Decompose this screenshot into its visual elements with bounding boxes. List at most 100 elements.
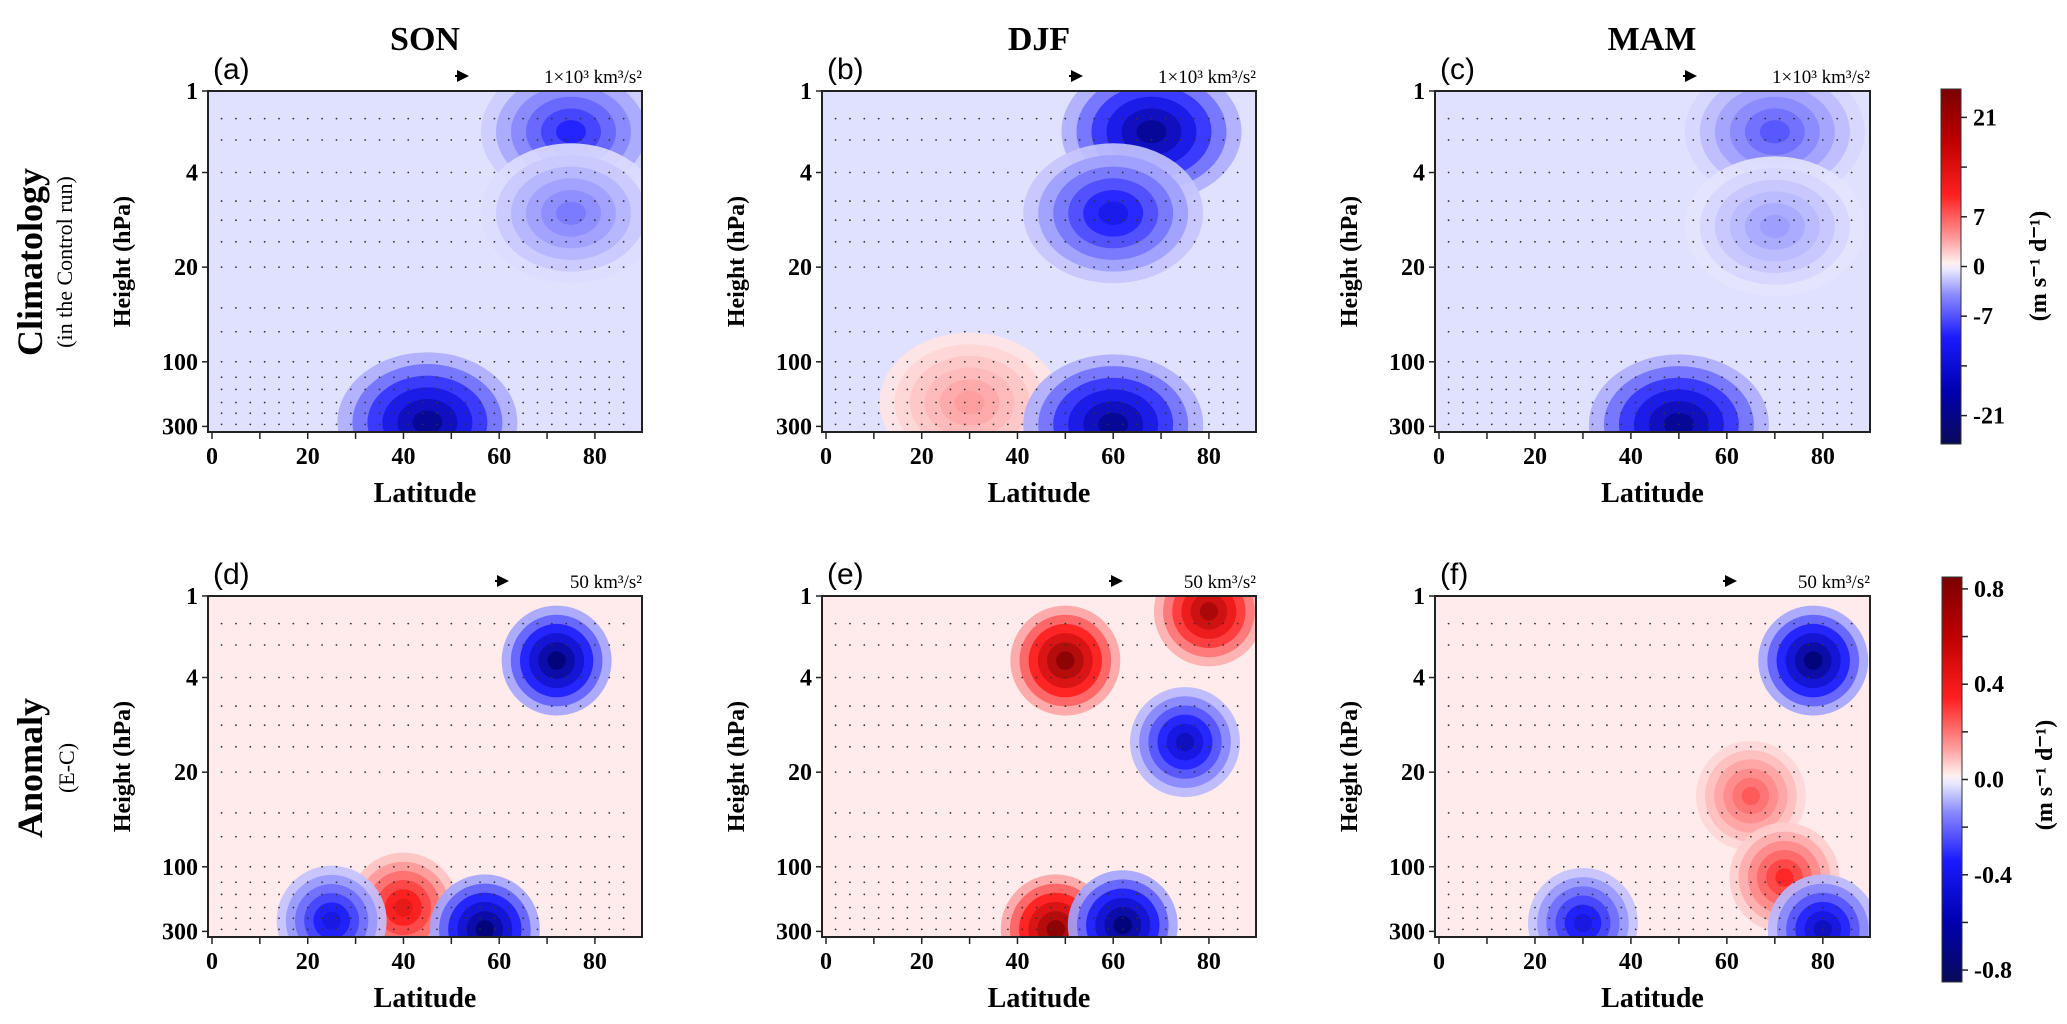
vector-dot: [1836, 423, 1839, 426]
vector-dot: [1706, 401, 1709, 404]
vector-dot: [1577, 835, 1580, 838]
vector-dot: [1721, 388, 1723, 391]
vector-dot: [1793, 881, 1795, 884]
vector-dot: [1078, 906, 1081, 909]
vector-dot: [378, 917, 381, 920]
vector-dot: [1107, 266, 1110, 269]
vector-dot: [1749, 423, 1752, 426]
vector-dot: [1519, 117, 1522, 120]
vector-dot: [906, 330, 909, 333]
vector-dot: [436, 812, 438, 814]
vector-dot: [1649, 219, 1652, 222]
vector-dot: [1164, 376, 1167, 379]
vector-dot: [507, 622, 510, 625]
vector-dot: [278, 865, 280, 868]
vector-dot: [949, 705, 952, 707]
vector-dot: [579, 307, 582, 309]
vector-dot: [378, 812, 381, 814]
vector-dot: [306, 117, 309, 120]
vector-dot: [849, 412, 851, 415]
vector-dot: [1634, 266, 1637, 269]
vector-dot: [364, 865, 367, 868]
vector-dot: [1121, 388, 1124, 391]
vector-dot: [1164, 745, 1167, 748]
vector-dot: [877, 117, 880, 120]
vector-dot: [622, 240, 625, 243]
vector-dot: [450, 330, 453, 333]
vector-dot: [364, 917, 367, 920]
vector-dot: [1447, 360, 1450, 363]
vector-dot: [1121, 917, 1124, 920]
vector-dot: [1078, 812, 1081, 814]
vector-dot: [920, 376, 923, 379]
vector-dot: [920, 644, 923, 646]
vector-dot: [1121, 835, 1124, 838]
vector-dot: [1150, 893, 1153, 896]
vector-dot: [1821, 835, 1824, 838]
vector-dot: [321, 376, 323, 379]
vector-dot: [920, 240, 923, 243]
vector-dot: [507, 928, 510, 931]
x-tick-label: 60: [487, 444, 511, 470]
vector-dot: [378, 388, 381, 391]
vector-dot: [1749, 200, 1752, 202]
x-tick-label: 20: [910, 444, 934, 470]
vector-dot: [436, 376, 438, 379]
vector-dot: [1021, 812, 1024, 814]
vector-dot: [949, 771, 952, 774]
vector-dot: [263, 139, 266, 141]
vector-dot: [321, 330, 323, 333]
vector-dot: [1222, 705, 1225, 707]
vector-dot: [1222, 376, 1225, 379]
vector-dot: [906, 266, 909, 269]
vector-dot: [622, 893, 625, 896]
vector-dot: [849, 360, 851, 363]
vector-dot: [1490, 360, 1493, 363]
vector-dot: [1208, 705, 1210, 707]
vector-dot: [1447, 644, 1450, 646]
vector-dot: [1821, 928, 1824, 931]
vector-dot: [1136, 423, 1139, 426]
y-axis-label: Height (hPa): [724, 196, 750, 327]
vector-dot: [378, 676, 381, 679]
vector-dot: [1620, 200, 1623, 202]
vector-dot: [1136, 771, 1139, 774]
vector-dot: [834, 219, 837, 222]
vector-dot: [1778, 219, 1781, 222]
vector-dot: [1606, 171, 1608, 174]
vector-dot: [507, 401, 510, 404]
vector-dot: [392, 360, 395, 363]
vector-dot: [1064, 917, 1067, 920]
vector-dot: [1490, 307, 1493, 309]
vector-dot: [1548, 812, 1551, 814]
vector-dot: [1476, 330, 1479, 333]
vector-dot: [863, 307, 866, 309]
vector-dot: [1121, 330, 1124, 333]
vector-dot: [335, 139, 338, 141]
vector-dot: [1735, 622, 1738, 625]
vector-dot: [1006, 412, 1009, 415]
vector-dot: [1850, 676, 1853, 679]
vector-dot: [1749, 266, 1752, 269]
vector-dot: [1692, 881, 1695, 884]
vector-dot: [321, 240, 323, 243]
vector-dot: [1764, 139, 1767, 141]
vector-dot: [992, 139, 995, 141]
vector-dot: [1093, 676, 1095, 679]
vector-dot: [1821, 771, 1824, 774]
vector-dot: [1591, 376, 1594, 379]
vector-dot: [1764, 881, 1767, 884]
vector-dot: [378, 724, 381, 727]
vector-dot: [1505, 330, 1508, 333]
vector-dot: [1721, 644, 1723, 646]
vector-dot: [421, 171, 424, 174]
vector-dot: [978, 171, 981, 174]
vector-dot: [1006, 360, 1009, 363]
vector-dot: [522, 171, 525, 174]
vector-dot: [906, 745, 909, 748]
vector-dot: [579, 812, 582, 814]
vector-dot: [292, 812, 295, 814]
vector-dot: [892, 266, 894, 269]
vector-dot: [1591, 881, 1594, 884]
vector-dot: [1577, 881, 1580, 884]
